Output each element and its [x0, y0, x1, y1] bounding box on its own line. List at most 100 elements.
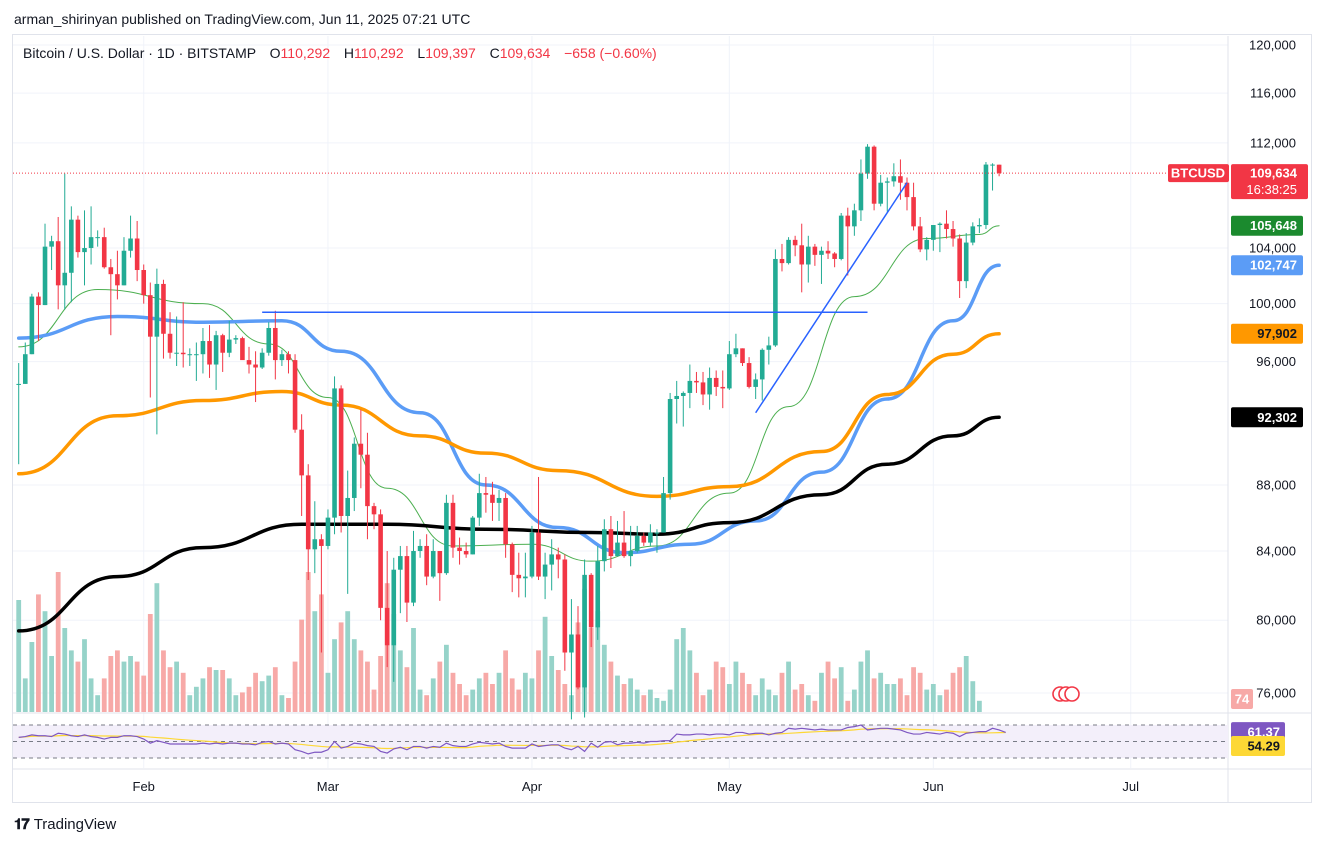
candle-body [634, 535, 640, 552]
candle [424, 534, 429, 586]
ma-price-tag-label: 74 [1235, 692, 1250, 707]
candle [286, 351, 291, 374]
ma-price-tag [1231, 689, 1253, 709]
volume-bar [674, 639, 680, 712]
candle-body [733, 348, 739, 355]
price-tick-label: 88,000 [1256, 478, 1296, 493]
candle [29, 293, 35, 355]
price-axis: 120,000 116,000 112,000 104,000 100,000 96,00… [1249, 38, 1296, 701]
volume-bar [779, 672, 785, 712]
candle-body [207, 341, 212, 365]
candle [852, 203, 857, 236]
volume-bar [542, 616, 548, 712]
candle [417, 539, 423, 558]
candle-body [720, 386, 726, 389]
candle-body [365, 454, 370, 507]
ma-price-tag [1231, 407, 1303, 428]
candle [773, 249, 778, 347]
volume-bar [884, 684, 890, 712]
candle [529, 525, 535, 579]
candle [154, 268, 160, 435]
ma-price-tag [1231, 323, 1303, 344]
candle-body [674, 395, 679, 400]
candle-body [799, 245, 805, 265]
price-tick-label: 104,000 [1249, 241, 1296, 256]
candle-body [351, 443, 357, 498]
candle-body [904, 182, 910, 198]
candle [549, 539, 554, 591]
moving-average-line [16, 415, 1001, 633]
close-label: C [489, 45, 500, 61]
candle-body [345, 497, 350, 516]
trendline [755, 182, 908, 414]
volume-bar [805, 695, 811, 712]
volume-bar [483, 672, 489, 712]
candle [641, 532, 647, 546]
candle-body [615, 542, 620, 557]
last-price-label: 109,634 [1250, 166, 1298, 181]
volume-bar [628, 678, 634, 712]
volume-bar [621, 684, 627, 712]
candle-body [187, 354, 193, 356]
volume-bar [707, 689, 712, 712]
candle-body [121, 250, 127, 286]
volume-bar [338, 622, 344, 712]
candle-body [694, 380, 699, 383]
volume-bar [878, 672, 884, 712]
candle [101, 227, 107, 269]
candle [411, 530, 416, 607]
candle [713, 370, 719, 396]
candle [996, 164, 1002, 177]
candle [819, 246, 824, 284]
candle [121, 237, 127, 286]
candle [911, 182, 916, 231]
candle-body [595, 561, 601, 628]
candle [404, 545, 410, 623]
candle [365, 432, 370, 540]
candle-body [36, 296, 41, 306]
volume-bar [694, 672, 699, 712]
candle-body [55, 241, 61, 286]
candle-body [391, 569, 397, 646]
candle-body [891, 176, 897, 182]
candle [490, 481, 495, 521]
volume-bar [865, 650, 870, 712]
candle-body [812, 246, 818, 255]
candle-body [983, 164, 989, 226]
volume-bar [226, 678, 232, 712]
time-axis: Feb Mar Apr May Jun Jul [133, 779, 1140, 794]
candle [588, 573, 594, 648]
candle [700, 371, 706, 406]
candle [516, 552, 522, 598]
candle [259, 348, 265, 369]
volume-bar [29, 642, 35, 712]
volume-bar [141, 675, 147, 712]
candle-body [246, 360, 252, 365]
candle-body [430, 551, 436, 577]
candle-body [286, 354, 291, 361]
volume-bar [562, 684, 568, 712]
candle [148, 282, 153, 398]
candle [371, 502, 377, 530]
volume-bar [522, 672, 528, 712]
volume-bar [457, 684, 462, 712]
candle-body [588, 574, 594, 628]
candle-body [878, 182, 883, 204]
candle [575, 606, 581, 690]
candle [305, 464, 311, 581]
brand-footer[interactable]: 𝟏𝟕 TradingView [14, 816, 116, 833]
candle-body [16, 383, 21, 385]
low-label: L [417, 45, 426, 61]
volume-bar [654, 698, 660, 712]
volume-bar [180, 672, 186, 712]
volume-bar [740, 672, 745, 712]
volume-bar [792, 689, 798, 712]
candle-body [746, 363, 752, 387]
candle [634, 525, 640, 553]
volume-bars [16, 572, 982, 712]
volume-bar [490, 684, 495, 712]
moving-average-line [16, 331, 1001, 499]
volume-bar [786, 661, 791, 712]
volume-bar [503, 650, 509, 712]
